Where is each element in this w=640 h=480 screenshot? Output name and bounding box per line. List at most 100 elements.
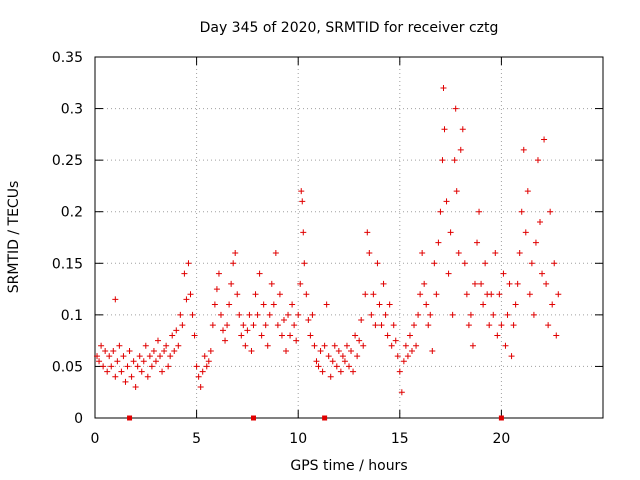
data-point [417, 291, 424, 298]
x-tick-label: 0 [91, 431, 100, 447]
data-point [163, 342, 170, 349]
data-point [341, 358, 348, 365]
data-point [303, 291, 310, 298]
data-point [144, 373, 151, 380]
data-point [193, 363, 200, 370]
data-point [524, 188, 531, 195]
data-point [307, 332, 314, 339]
data-point [136, 353, 143, 360]
data-point [354, 353, 361, 360]
data-point [224, 322, 231, 329]
data-point [423, 301, 430, 308]
y-tick-label: 0.15 [52, 256, 83, 272]
data-point [364, 229, 371, 236]
data-point [437, 208, 444, 215]
data-point [124, 363, 131, 370]
data-point [114, 358, 121, 365]
data-point [413, 342, 420, 349]
data-point [96, 358, 103, 365]
data-point [549, 301, 556, 308]
data-point [276, 291, 283, 298]
data-point [512, 301, 519, 308]
data-point [238, 332, 245, 339]
data-point [360, 342, 367, 349]
data-point [169, 332, 176, 339]
data-point [402, 342, 409, 349]
data-point [386, 301, 393, 308]
y-tick-label: 0.3 [61, 102, 83, 118]
data-point [553, 332, 560, 339]
data-point [181, 270, 188, 277]
data-point [478, 280, 485, 287]
data-point [510, 322, 517, 329]
data-point [116, 342, 123, 349]
data-point [474, 239, 481, 246]
data-point [331, 342, 338, 349]
data-point [339, 353, 346, 360]
data-point [502, 342, 509, 349]
data-point [421, 280, 428, 287]
data-point [278, 332, 285, 339]
data-point [463, 291, 470, 298]
data-point [543, 280, 550, 287]
gap-marker [250, 415, 256, 421]
data-point [396, 368, 403, 375]
data-point [356, 337, 363, 344]
data-point [295, 311, 302, 318]
data-point [392, 337, 399, 344]
data-point [268, 280, 275, 287]
data-point [248, 347, 255, 354]
data-point [500, 270, 507, 277]
data-point [451, 157, 458, 164]
data-point [492, 249, 499, 256]
data-point [398, 389, 405, 396]
data-point [335, 347, 342, 354]
data-point [189, 311, 196, 318]
data-point [183, 296, 190, 303]
data-point [467, 311, 474, 318]
data-point [343, 342, 350, 349]
data-point [333, 363, 340, 370]
data-point [400, 358, 407, 365]
data-point [337, 368, 344, 375]
data-point [152, 358, 159, 365]
data-point [150, 347, 157, 354]
data-point [234, 291, 241, 298]
data-point [545, 322, 552, 329]
data-point [232, 249, 239, 256]
data-point [301, 260, 308, 267]
data-point [146, 353, 153, 360]
data-point [130, 358, 137, 365]
data-point [526, 291, 533, 298]
data-point [366, 249, 373, 256]
data-point [280, 317, 287, 324]
data-point [506, 280, 513, 287]
data-point [457, 146, 464, 153]
data-point [185, 260, 192, 267]
data-point [370, 291, 377, 298]
data-point [447, 229, 454, 236]
data-point [230, 260, 237, 267]
data-point [352, 332, 359, 339]
data-point [471, 280, 478, 287]
data-point [459, 126, 466, 133]
data-point [207, 347, 214, 354]
data-point [346, 363, 352, 370]
data-point [217, 311, 224, 318]
data-point [384, 332, 391, 339]
data-point [252, 291, 259, 298]
data-point [406, 332, 413, 339]
data-point [465, 322, 472, 329]
data-point [298, 188, 305, 195]
data-point [262, 322, 269, 329]
data-point [388, 342, 395, 349]
data-point [260, 301, 267, 308]
data-point [201, 353, 208, 360]
data-point [283, 347, 290, 354]
data-point [317, 347, 324, 354]
x-tick-label: 15 [391, 431, 409, 447]
data-point [128, 373, 135, 380]
data-point [309, 311, 316, 318]
data-point [348, 347, 355, 354]
